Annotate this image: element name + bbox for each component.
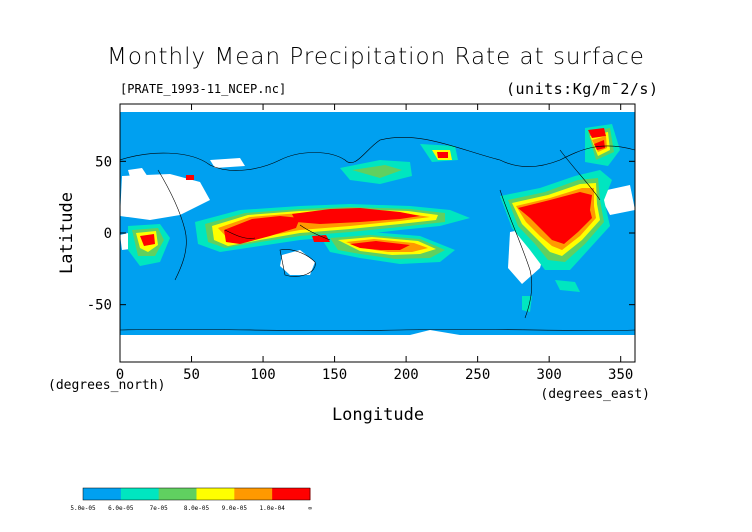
colorbar-segment bbox=[196, 488, 235, 500]
colorbar-segment bbox=[83, 488, 122, 500]
colorbar-label: 5.0e-05 bbox=[70, 505, 96, 512]
x-axis-label: Longitude bbox=[332, 405, 424, 425]
y-axis-label: Latitude bbox=[57, 192, 77, 274]
x-tick-label: 0 bbox=[116, 367, 124, 383]
y-tick-label: -50 bbox=[87, 298, 112, 314]
sahel-region bbox=[598, 185, 635, 215]
central-asia-region bbox=[210, 158, 245, 168]
ross-sea-region bbox=[410, 330, 460, 342]
x-tick-label: 350 bbox=[608, 367, 633, 383]
colorbar-label: 8.0e-05 bbox=[184, 505, 210, 512]
y-tick-label: 50 bbox=[95, 154, 112, 170]
colorbar-segment bbox=[158, 488, 197, 500]
colorbar-segment bbox=[120, 488, 160, 500]
colorbar-label: 9.0e-05 bbox=[222, 505, 248, 512]
y-tick-label: 0 bbox=[104, 226, 112, 242]
australia-region bbox=[280, 250, 315, 275]
y-axis-unit-note: (degrees_north) bbox=[48, 378, 165, 393]
colorbar-segment bbox=[234, 488, 273, 500]
x-tick-label: 100 bbox=[250, 367, 275, 383]
low-precip-regions bbox=[120, 104, 635, 362]
x-tick-label: 250 bbox=[465, 367, 490, 383]
colorbar-frame bbox=[82, 487, 311, 501]
x-tick-label: 300 bbox=[537, 367, 562, 383]
file-label: [PRATE_1993-11_NCEP.nc] bbox=[120, 82, 287, 96]
map-title: Monthly Mean Precipitation Rate at surfa… bbox=[107, 44, 645, 70]
colorbar-segment bbox=[272, 488, 311, 500]
colorbar-label: 6.0e-05 bbox=[108, 505, 134, 512]
x-tick-label: 50 bbox=[183, 367, 200, 383]
x-tick-label: 150 bbox=[322, 367, 347, 383]
coastlines bbox=[120, 137, 635, 331]
precipitation-field bbox=[120, 104, 635, 362]
x-axis-unit-note: (degrees_east) bbox=[540, 387, 650, 402]
arctic-region bbox=[120, 104, 635, 112]
antarctica-region bbox=[120, 335, 635, 362]
y-axis-ticks: 50 0 -50 bbox=[87, 154, 635, 314]
sahara-region bbox=[120, 174, 210, 220]
colorbar-label: ∞ bbox=[308, 505, 312, 512]
colorbar-label: 1.0e-04 bbox=[260, 505, 286, 512]
precip-level-5 bbox=[140, 128, 606, 250]
units-label: (units:Kg/m¯2/s) bbox=[506, 80, 659, 98]
arabia-region bbox=[128, 168, 150, 184]
x-tick-label: 200 bbox=[393, 367, 418, 383]
colorbar: 5.0e-05 6.0e-05 7e-05 8.0e-05 9.0e-05 1.0e-04… bbox=[70, 487, 312, 512]
colorbar-label: 7e-05 bbox=[150, 505, 168, 512]
x-axis-ticks: 0 50 100 150 200 250 300 350 bbox=[116, 104, 633, 383]
